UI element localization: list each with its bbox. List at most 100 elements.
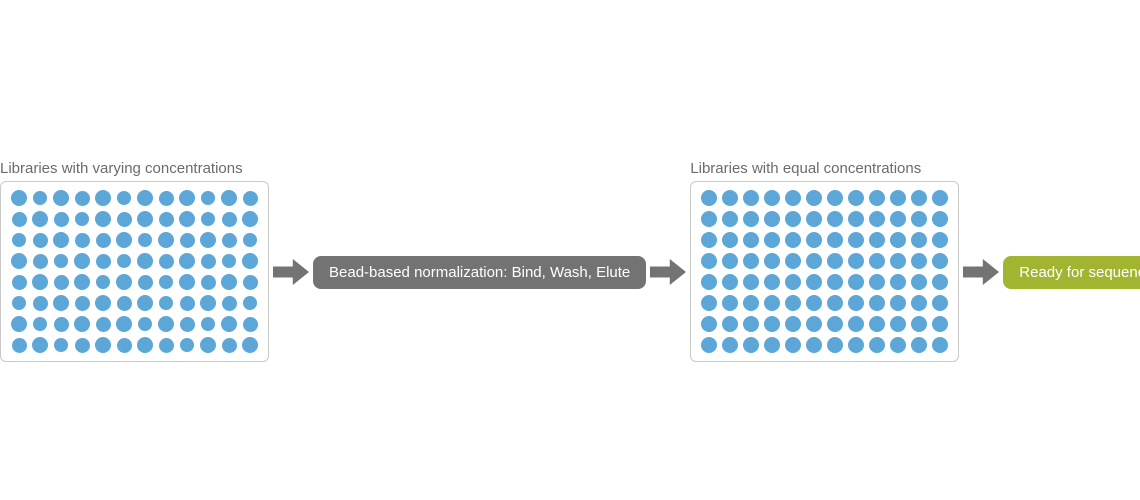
well [180, 233, 195, 248]
well [785, 211, 801, 227]
well [158, 232, 174, 248]
well [74, 316, 90, 332]
well [138, 317, 152, 331]
well [869, 274, 885, 290]
arrow-icon [273, 259, 309, 285]
well [764, 295, 780, 311]
well [33, 254, 48, 269]
well [201, 275, 216, 290]
well [54, 275, 69, 290]
well [722, 190, 738, 206]
well [32, 274, 48, 290]
well [701, 211, 717, 227]
well [932, 253, 948, 269]
well [116, 232, 132, 248]
well [869, 253, 885, 269]
well [890, 295, 906, 311]
well [827, 274, 843, 290]
ready-pill: Ready for sequencing [1003, 256, 1140, 289]
well [33, 317, 47, 331]
well [138, 275, 153, 290]
well [222, 338, 237, 353]
well [764, 211, 780, 227]
well [12, 338, 27, 353]
well [200, 295, 216, 311]
well [848, 253, 864, 269]
well [117, 212, 132, 227]
well [74, 274, 90, 290]
well [890, 253, 906, 269]
well [11, 316, 27, 332]
well [743, 295, 759, 311]
well [243, 296, 257, 310]
well [221, 316, 237, 332]
well [827, 337, 843, 353]
well [53, 232, 69, 248]
well [96, 233, 111, 248]
well [137, 295, 153, 311]
well [701, 295, 717, 311]
well [12, 296, 26, 310]
well [180, 338, 194, 352]
well [932, 295, 948, 311]
well [137, 211, 153, 227]
well [117, 191, 131, 205]
well [785, 274, 801, 290]
well [701, 190, 717, 206]
well [201, 317, 215, 331]
well [95, 337, 111, 353]
well [911, 190, 927, 206]
well [159, 254, 174, 269]
well [95, 211, 111, 227]
arrow-icon [963, 259, 999, 285]
well [11, 253, 27, 269]
well [764, 232, 780, 248]
well [75, 233, 90, 248]
well [932, 337, 948, 353]
well [54, 254, 68, 268]
well [806, 274, 822, 290]
well [117, 254, 131, 268]
well [785, 295, 801, 311]
well [701, 316, 717, 332]
well [848, 274, 864, 290]
well [932, 211, 948, 227]
well [827, 295, 843, 311]
well [869, 190, 885, 206]
well [12, 275, 27, 290]
well [890, 232, 906, 248]
well [116, 316, 132, 332]
well [911, 253, 927, 269]
well [827, 211, 843, 227]
well [890, 316, 906, 332]
well [743, 232, 759, 248]
well [222, 254, 236, 268]
well [806, 253, 822, 269]
well [201, 254, 216, 269]
well [33, 233, 48, 248]
well [158, 316, 174, 332]
well [96, 254, 111, 269]
well [743, 337, 759, 353]
right-panel-label: Libraries with equal concentrations [690, 160, 959, 177]
well [117, 296, 132, 311]
well [785, 190, 801, 206]
well [33, 296, 48, 311]
well [890, 337, 906, 353]
well [911, 274, 927, 290]
well [54, 212, 69, 227]
well [869, 316, 885, 332]
well [743, 190, 759, 206]
well [243, 275, 258, 290]
well [12, 233, 26, 247]
well [764, 253, 780, 269]
well [764, 274, 780, 290]
well [869, 211, 885, 227]
well [806, 337, 822, 353]
left-well-plate [0, 181, 269, 362]
well [743, 274, 759, 290]
well [54, 338, 68, 352]
well [180, 317, 195, 332]
well [911, 211, 927, 227]
right-panel-group: Libraries with equal concentrations [690, 160, 959, 362]
